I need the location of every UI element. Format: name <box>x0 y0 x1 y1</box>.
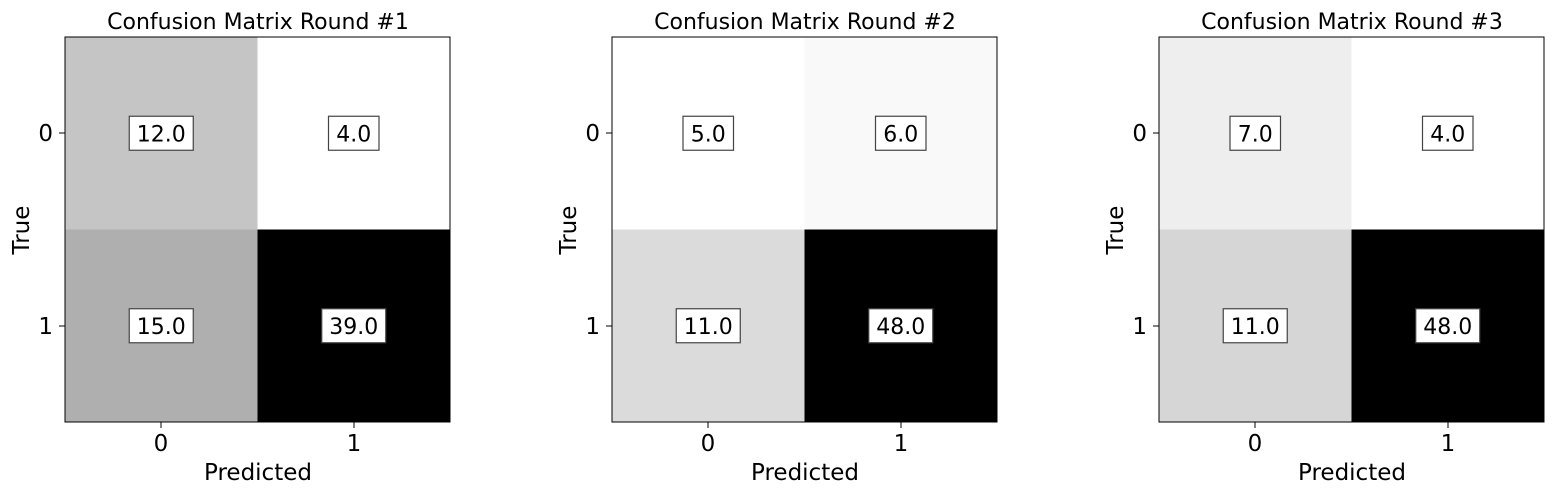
plot-frame-1 <box>64 36 451 423</box>
y-ticks-3: 0 1 <box>1132 121 1159 340</box>
y-tick-label-1-0: 0 <box>38 121 53 147</box>
y-tick-label-2-0: 0 <box>585 121 600 147</box>
x-axis-label-3: Predicted <box>1298 460 1406 486</box>
y-ticks-2: 0 1 <box>585 121 612 340</box>
x-ticks-3: 0 1 <box>1248 422 1456 457</box>
value-label-box-2-0-0 <box>682 115 735 151</box>
chart-title-2: Confusion Matrix Round #2 <box>654 10 956 35</box>
value-label-box-1-1-0 <box>128 308 194 344</box>
value-label-box-3-0-1 <box>1421 115 1474 151</box>
value-label-box-2-1-0 <box>675 308 741 344</box>
value-label-box-3-1-0 <box>1222 308 1288 344</box>
value-label-2-0-1: 6.0 <box>883 122 918 147</box>
value-label-3-1-0: 11.0 <box>1231 315 1280 340</box>
chart-panel-1: Confusion Matrix Round #1 12.0 4.0 15.0 39.… <box>9 10 451 486</box>
y-axis-label-2: True <box>556 206 582 256</box>
value-label-box-3-0-0 <box>1229 115 1282 151</box>
chart-panel-3: Confusion Matrix Round #3 7.0 4.0 11.0 48.0… <box>1103 10 1545 486</box>
plot-frame-3 <box>1158 36 1545 423</box>
value-label-1-1-0: 15.0 <box>137 315 186 340</box>
heatmap-cells-2: 5.0 6.0 11.0 48.0 <box>612 37 998 423</box>
value-label-2-1-0: 11.0 <box>684 315 733 340</box>
chart-title-1: Confusion Matrix Round #1 <box>107 10 409 35</box>
x-tick-label-1-1: 1 <box>347 431 362 457</box>
value-label-1-0-0: 12.0 <box>137 122 186 147</box>
y-axis-label-1: True <box>9 206 35 256</box>
heatmap-cells-3: 7.0 4.0 11.0 48.0 <box>1159 37 1545 423</box>
x-tick-label-3-1: 1 <box>1441 431 1456 457</box>
x-axis-label-1: Predicted <box>204 460 312 486</box>
value-label-2-1-1: 48.0 <box>876 315 925 340</box>
y-tick-label-3-1: 1 <box>1132 314 1147 340</box>
value-label-3-1-1: 48.0 <box>1423 315 1472 340</box>
x-tick-label-2-0: 0 <box>701 431 716 457</box>
value-label-box-2-0-1 <box>874 115 927 151</box>
y-axis-label-3: True <box>1103 206 1129 256</box>
y-ticks-1: 0 1 <box>38 121 65 340</box>
heatmap-cells-1: 12.0 4.0 15.0 39.0 <box>65 37 451 423</box>
chart-title-3: Confusion Matrix Round #3 <box>1201 10 1503 35</box>
value-label-3-0-0: 7.0 <box>1238 122 1273 147</box>
value-label-2-0-0: 5.0 <box>691 122 726 147</box>
value-label-box-1-0-0 <box>128 115 194 151</box>
y-tick-label-1-1: 1 <box>38 314 53 340</box>
y-tick-label-3-0: 0 <box>1132 121 1147 147</box>
x-tick-label-1-0: 0 <box>154 431 169 457</box>
x-tick-label-2-1: 1 <box>894 431 909 457</box>
chart-panel-2: Confusion Matrix Round #2 5.0 6.0 11.0 48.0… <box>556 10 998 486</box>
value-label-3-0-1: 4.0 <box>1430 122 1465 147</box>
value-label-box-1-0-1 <box>327 115 380 151</box>
x-ticks-2: 0 1 <box>701 422 909 457</box>
x-tick-label-3-0: 0 <box>1248 431 1263 457</box>
value-label-box-1-1-1 <box>321 308 387 344</box>
value-label-1-0-1: 4.0 <box>336 122 371 147</box>
x-ticks-1: 0 1 <box>154 422 362 457</box>
value-label-box-3-1-1 <box>1415 308 1481 344</box>
y-tick-label-2-1: 1 <box>585 314 600 340</box>
x-axis-label-2: Predicted <box>751 460 859 486</box>
value-label-1-1-1: 39.0 <box>329 315 378 340</box>
value-label-box-2-1-1 <box>868 308 934 344</box>
plot-frame-2 <box>611 36 998 423</box>
